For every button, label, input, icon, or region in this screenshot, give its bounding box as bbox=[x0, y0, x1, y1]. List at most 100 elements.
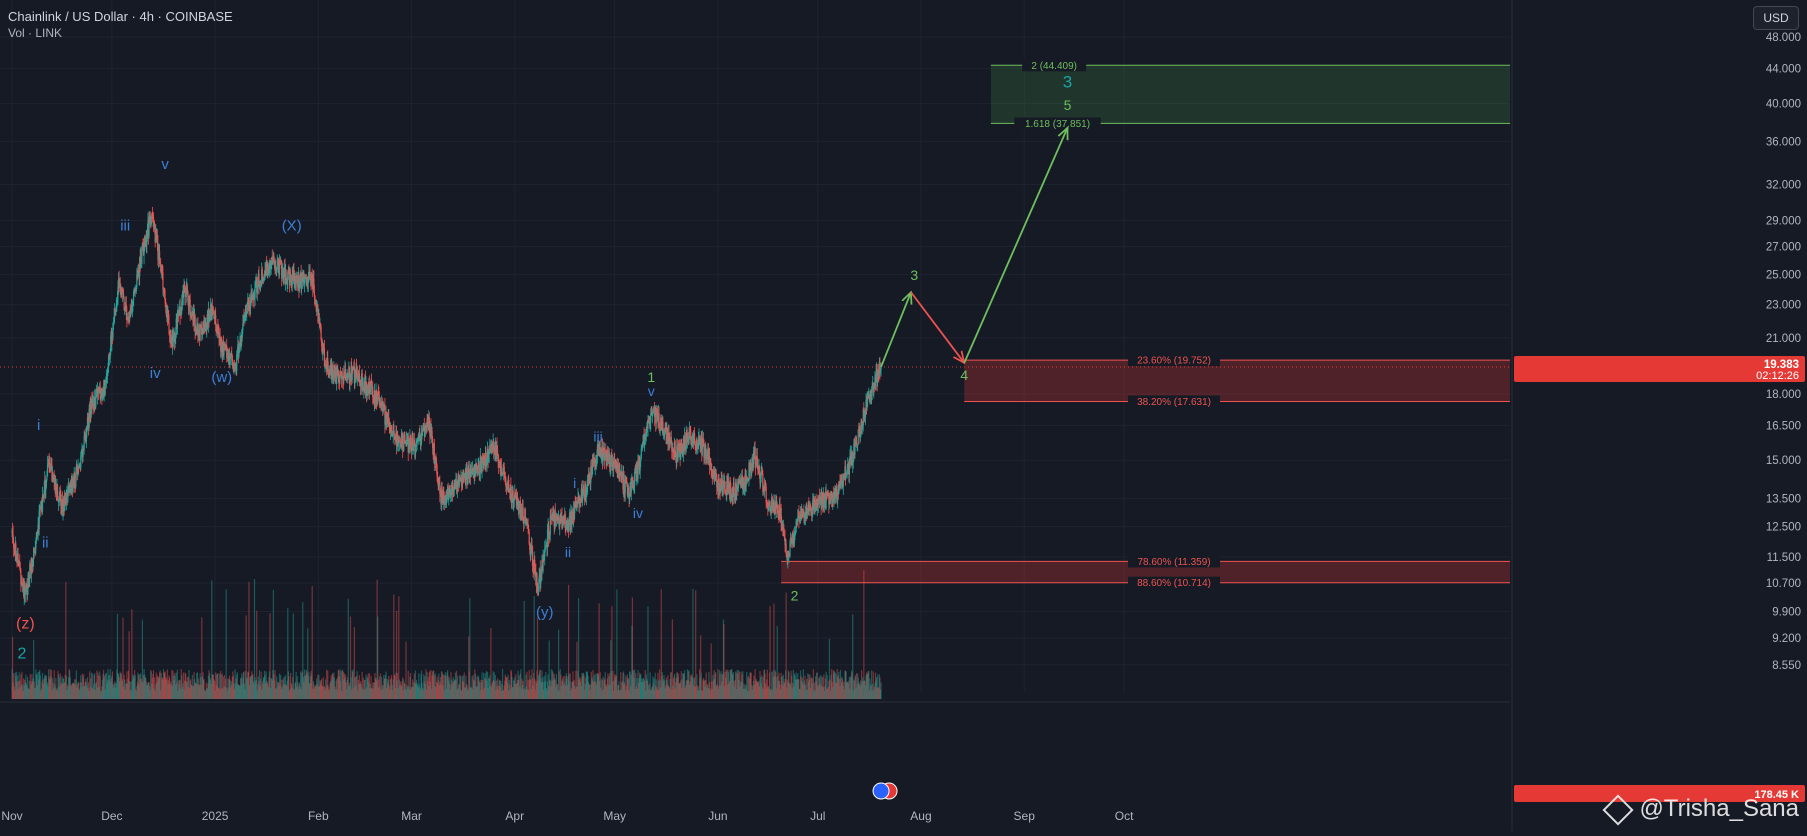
volume-bar bbox=[338, 670, 340, 699]
candle-body bbox=[476, 469, 479, 471]
volume-bar bbox=[427, 676, 429, 699]
volume-bar bbox=[57, 671, 59, 699]
candle-body bbox=[390, 425, 393, 436]
candle-body bbox=[641, 444, 644, 446]
volume-bar bbox=[524, 689, 526, 699]
candle-body bbox=[25, 586, 27, 592]
candle-body bbox=[238, 348, 241, 351]
wave-label: 1 bbox=[647, 369, 655, 385]
candle-body bbox=[680, 444, 682, 460]
volume-bar bbox=[863, 570, 865, 699]
currency-button[interactable]: USD bbox=[1753, 6, 1799, 30]
volume-bar bbox=[380, 676, 383, 699]
y-tick-label: 16.500 bbox=[1766, 421, 1801, 433]
volume-bar bbox=[28, 688, 30, 699]
candle-body bbox=[167, 310, 170, 324]
candle-body bbox=[290, 275, 292, 283]
volume-bar bbox=[527, 680, 529, 699]
volume-bar bbox=[227, 678, 229, 699]
volume-bar bbox=[50, 670, 53, 699]
volume-bar bbox=[756, 681, 758, 699]
volume-bar bbox=[839, 669, 842, 699]
volume-bar bbox=[861, 681, 863, 699]
volume-bar bbox=[190, 679, 192, 699]
volume-bar bbox=[210, 678, 212, 699]
candle-body bbox=[338, 378, 340, 382]
volume-bar bbox=[186, 677, 188, 699]
volume-bar bbox=[214, 690, 216, 699]
volume-bar bbox=[623, 683, 625, 699]
volume-bar bbox=[184, 672, 186, 699]
candle-body bbox=[378, 394, 380, 400]
candle-body bbox=[798, 518, 801, 521]
volume-bar bbox=[323, 685, 326, 699]
candle-body bbox=[399, 440, 402, 445]
volume-bar bbox=[71, 683, 73, 699]
candle-body bbox=[109, 357, 111, 359]
volume-bar bbox=[203, 690, 206, 699]
volume-bar bbox=[710, 643, 712, 699]
volume-bar bbox=[285, 684, 287, 699]
volume-bar bbox=[40, 688, 43, 699]
volume-bar bbox=[854, 674, 857, 699]
volume-bar bbox=[720, 671, 722, 699]
volume-bar bbox=[186, 681, 188, 699]
candle-body bbox=[600, 453, 602, 459]
candle-body bbox=[134, 289, 136, 294]
volume-bar bbox=[528, 690, 530, 699]
candle-body bbox=[215, 314, 217, 324]
candle-body bbox=[33, 547, 35, 553]
volume-bar bbox=[518, 675, 520, 699]
volume-bar bbox=[444, 674, 446, 699]
volume-bar bbox=[193, 672, 195, 699]
volume-bar bbox=[469, 598, 471, 699]
volume-bar bbox=[611, 606, 613, 699]
volume-bar bbox=[714, 673, 716, 699]
volume-bar bbox=[511, 676, 513, 699]
volume-bar bbox=[30, 681, 32, 699]
volume-bar bbox=[289, 672, 292, 699]
candle-body bbox=[413, 440, 415, 446]
candle-body bbox=[388, 417, 390, 421]
candle-body bbox=[783, 536, 786, 539]
volume-bar bbox=[363, 689, 365, 699]
candle-body bbox=[253, 297, 256, 300]
volume-bar bbox=[153, 688, 155, 699]
volume-bar bbox=[122, 686, 125, 699]
volume-bar bbox=[713, 670, 715, 699]
volume-bar bbox=[789, 682, 791, 699]
volume-bar bbox=[222, 688, 224, 699]
volume-bar bbox=[342, 672, 344, 699]
candle-body bbox=[843, 474, 845, 477]
symbol-title[interactable]: Chainlink / US Dollar · 4h · COINBASE bbox=[8, 9, 233, 24]
volume-bar bbox=[611, 681, 614, 699]
volume-bar bbox=[230, 681, 232, 699]
volume-bar bbox=[317, 686, 319, 699]
volume-bar bbox=[622, 671, 625, 699]
time-axis[interactable]: Nov Dec 2025 Feb Mar Apr May Jun Jul Aug Sep Oct bbox=[0, 701, 1510, 823]
volume-bar bbox=[292, 676, 294, 699]
volume-bar bbox=[636, 688, 639, 699]
volume-bar bbox=[844, 670, 846, 699]
candle-body bbox=[253, 294, 255, 300]
candle-body bbox=[512, 490, 514, 503]
candle-body bbox=[321, 339, 323, 346]
volume-bar bbox=[376, 579, 378, 699]
volume-bar bbox=[624, 682, 626, 699]
candle-body bbox=[319, 323, 322, 327]
volume-bar bbox=[784, 678, 786, 699]
volume-bar bbox=[859, 686, 861, 699]
candle-body bbox=[585, 488, 587, 497]
volume-bar bbox=[873, 689, 875, 699]
candle-body bbox=[99, 386, 101, 400]
volume-bar bbox=[46, 684, 48, 699]
candle-body bbox=[46, 475, 48, 480]
volume-bar bbox=[592, 669, 594, 699]
volume-bar bbox=[505, 677, 508, 699]
price-axis[interactable]: 48.00044.00040.00036.00032.00029.00027.0… bbox=[1511, 0, 1805, 831]
volume-bar bbox=[247, 672, 249, 699]
candle-body bbox=[33, 547, 35, 559]
volume-bar bbox=[172, 675, 175, 699]
